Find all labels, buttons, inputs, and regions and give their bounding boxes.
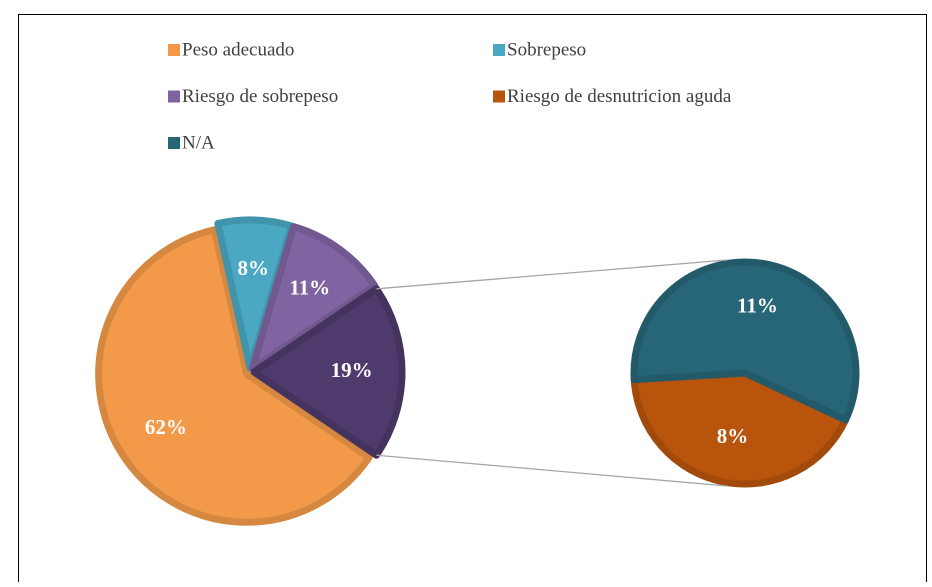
pie-slice: [630, 258, 860, 424]
connector-line: [376, 454, 728, 487]
legend-label: Sobrepeso: [507, 39, 586, 60]
legend-label: N/A: [182, 132, 215, 153]
legend-label: Peso adecuado: [182, 39, 294, 60]
value-label: 11%: [737, 293, 778, 317]
legend-swatch: [168, 137, 180, 149]
value-label: 8%: [237, 256, 269, 280]
legend-label: Riesgo de desnutricion aguda: [507, 86, 732, 107]
pie-slice: [95, 226, 373, 526]
legend-swatch: [168, 90, 180, 103]
connector-line: [376, 259, 728, 290]
value-label: 11%: [289, 276, 330, 300]
value-label: 62%: [145, 415, 187, 439]
legend-swatch: [493, 44, 505, 56]
value-label: 8%: [717, 424, 749, 448]
pie-slice: [630, 369, 850, 488]
legend-swatch: [168, 44, 180, 56]
value-label: 19%: [331, 358, 373, 382]
pie-slice: [248, 223, 379, 373]
pie-slice: [250, 285, 406, 459]
legend-swatch: [493, 90, 505, 103]
legend-label: Riesgo de sobrepeso: [182, 86, 338, 107]
